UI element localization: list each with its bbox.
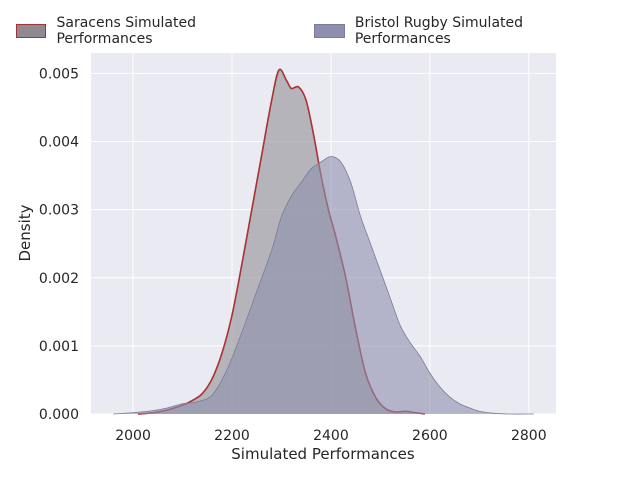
x-tick-label: 2600 — [412, 428, 448, 444]
series-areas — [113, 68, 534, 415]
y-axis-ticks: 0.000 0.001 0.002 0.003 0.004 0.005 — [39, 66, 79, 423]
bristol-density-area — [113, 156, 534, 415]
legend-item-bristol: Bristol Rugby Simulated Performances — [314, 15, 610, 47]
x-tick-label: 2400 — [313, 428, 349, 444]
y-tick-label: 0.000 — [39, 407, 79, 423]
y-tick-label: 0.003 — [39, 203, 79, 219]
legend-label-bristol: Bristol Rugby Simulated Performances — [354, 15, 524, 47]
y-tick-label: 0.004 — [39, 135, 79, 151]
bristol-density-line — [113, 156, 534, 415]
legend-item-saracens: Saracens Simulated Performances — [16, 15, 284, 47]
legend: Saracens Simulated Performances Bristol … — [16, 15, 640, 47]
x-axis-ticks: 2000 2200 2400 2600 2800 — [115, 428, 546, 444]
legend-swatch-bristol — [314, 24, 345, 38]
legend-swatch-saracens — [16, 24, 47, 38]
x-tick-label: 2200 — [214, 428, 250, 444]
x-tick-label: 2000 — [115, 428, 151, 444]
y-axis-label: Density — [16, 204, 34, 261]
y-tick-label: 0.001 — [39, 339, 79, 355]
x-axis-label: Simulated Performances — [231, 445, 415, 463]
y-tick-label: 0.002 — [39, 271, 79, 287]
y-tick-label: 0.005 — [39, 66, 79, 82]
legend-label-saracens: Saracens Simulated Performances — [56, 15, 196, 47]
x-tick-label: 2800 — [511, 428, 547, 444]
